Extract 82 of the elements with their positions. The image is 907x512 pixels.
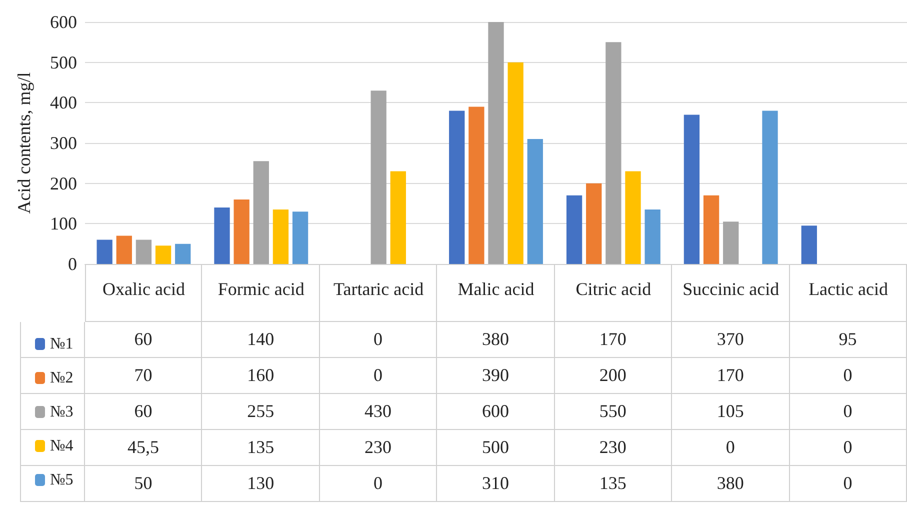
bar [449, 110, 465, 264]
bar [723, 222, 739, 264]
data-label: 230 [554, 430, 672, 466]
data-label: 0 [320, 322, 438, 358]
data-label: 0 [672, 430, 790, 466]
bar [175, 244, 191, 264]
data-label: 380 [672, 466, 790, 502]
data-label: 380 [437, 322, 555, 358]
data-label: 255 [202, 394, 320, 430]
bar [488, 22, 504, 264]
bar [390, 171, 406, 264]
data-label: 0 [320, 466, 438, 502]
legend-label: №1 [50, 336, 74, 352]
x-tick-label: Malic acid [458, 279, 534, 299]
y-tick-label: 500 [50, 52, 77, 72]
data-label: 310 [437, 466, 555, 502]
bar [586, 183, 602, 264]
data-label: 500 [437, 430, 555, 466]
data-label: 130 [202, 466, 320, 502]
data-label: 0 [790, 358, 907, 394]
bar [155, 246, 172, 264]
data-label: 0 [790, 430, 907, 466]
data-label: 0 [790, 466, 907, 502]
legend-label: №3 [50, 404, 74, 420]
data-label: 135 [554, 466, 672, 502]
y-tick-label: 100 [50, 214, 77, 234]
bar [234, 199, 250, 264]
bar [96, 240, 112, 264]
y-tick-label: 400 [50, 92, 77, 113]
bar [468, 106, 484, 264]
bar [684, 114, 700, 264]
x-tick-label: Formic acid [218, 279, 304, 299]
data-label: 170 [672, 358, 790, 394]
y-axis-title: Acid contents, mg/l [14, 72, 34, 214]
data-label: 390 [437, 358, 555, 394]
y-tick-label: 200 [50, 173, 77, 194]
bar [644, 210, 660, 264]
bar [214, 208, 230, 264]
data-label: 135 [202, 430, 320, 466]
y-tick-label: 600 [50, 12, 77, 32]
data-label: 550 [554, 394, 672, 430]
bar [703, 195, 720, 264]
data-label: 0 [790, 394, 907, 430]
legend-label: №2 [50, 370, 74, 386]
legend-label: №5 [50, 472, 74, 488]
data-label: 50 [85, 466, 202, 502]
bar [370, 90, 386, 264]
data-label: 140 [202, 322, 320, 358]
bar [762, 110, 778, 264]
bar [136, 240, 152, 264]
data-label: 105 [672, 394, 790, 430]
bar [292, 212, 308, 264]
data-label: 430 [320, 394, 438, 430]
data-label: 160 [202, 358, 320, 394]
bar [508, 62, 524, 264]
data-label: 170 [554, 322, 672, 358]
x-tick-label: Lactic acid [808, 279, 888, 299]
bar [272, 210, 289, 264]
x-tick-label: Succinic acid [682, 279, 780, 299]
data-label: 0 [320, 358, 438, 394]
data-label: 95 [790, 322, 907, 358]
x-tick-label: Tartaric acid [333, 279, 424, 299]
bar [801, 226, 817, 264]
data-label: 60 [85, 322, 202, 358]
y-tick-label: 300 [50, 133, 77, 153]
bar [253, 161, 269, 264]
data-label: 45,5 [85, 430, 202, 466]
x-tick-label: Citric acid [576, 279, 652, 299]
bar [527, 138, 543, 264]
data-label: 370 [672, 322, 790, 358]
data-label: 200 [554, 358, 672, 394]
bar [116, 236, 132, 264]
legend-label: №4 [50, 438, 74, 454]
bar [566, 195, 582, 264]
x-tick-label: Oxalic acid [102, 279, 185, 299]
y-tick-label: 0 [68, 254, 77, 274]
bar [606, 42, 622, 264]
data-label: 70 [85, 358, 202, 394]
data-label: 60 [85, 394, 202, 430]
bar [625, 171, 641, 264]
data-label: 600 [437, 394, 555, 430]
data-label: 230 [320, 430, 438, 466]
